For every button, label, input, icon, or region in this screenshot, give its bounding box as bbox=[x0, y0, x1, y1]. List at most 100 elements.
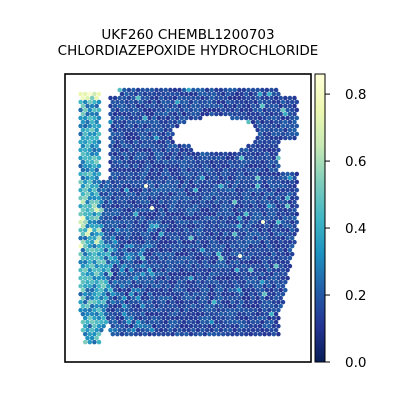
spot bbox=[241, 327, 247, 333]
spot bbox=[122, 231, 127, 237]
spot bbox=[145, 87, 150, 93]
spot bbox=[246, 119, 251, 125]
spot bbox=[82, 163, 88, 169]
spot bbox=[209, 255, 214, 261]
spot bbox=[223, 223, 228, 229]
spot bbox=[230, 171, 235, 177]
spot bbox=[181, 327, 187, 333]
spot bbox=[186, 159, 191, 165]
spot bbox=[294, 171, 300, 177]
spot bbox=[202, 203, 208, 209]
spot bbox=[165, 331, 171, 337]
spot bbox=[227, 279, 233, 285]
spot bbox=[179, 331, 185, 337]
spot bbox=[163, 231, 168, 237]
spot bbox=[218, 279, 224, 285]
spot bbox=[241, 239, 247, 245]
spot bbox=[271, 203, 277, 209]
spot bbox=[243, 195, 249, 201]
spot bbox=[142, 195, 148, 201]
spot bbox=[115, 179, 120, 185]
spot bbox=[204, 255, 210, 261]
spot bbox=[246, 95, 251, 101]
spot bbox=[227, 287, 233, 293]
spot bbox=[99, 223, 104, 229]
spot bbox=[207, 99, 212, 105]
spot bbox=[103, 263, 109, 269]
spot bbox=[151, 155, 157, 161]
spot bbox=[156, 211, 162, 217]
spot bbox=[80, 207, 86, 213]
spot bbox=[230, 291, 235, 297]
spot bbox=[110, 139, 116, 145]
spot bbox=[78, 115, 83, 121]
spot bbox=[193, 251, 198, 257]
spot bbox=[147, 115, 152, 121]
spot bbox=[96, 107, 102, 113]
spot bbox=[225, 187, 231, 193]
spot bbox=[248, 291, 254, 297]
spot bbox=[255, 287, 260, 293]
spot bbox=[147, 155, 152, 161]
spot bbox=[257, 291, 263, 297]
spot bbox=[108, 327, 113, 333]
spot bbox=[269, 271, 274, 277]
spot bbox=[294, 107, 300, 113]
spot bbox=[165, 163, 171, 169]
spot bbox=[278, 119, 283, 125]
spot bbox=[105, 187, 111, 193]
spot bbox=[138, 323, 143, 329]
spot bbox=[94, 143, 99, 149]
spot bbox=[237, 95, 242, 101]
spot bbox=[223, 159, 228, 165]
spot bbox=[112, 135, 118, 141]
spot bbox=[269, 279, 274, 285]
spot bbox=[211, 235, 217, 241]
spot bbox=[128, 187, 134, 193]
spot bbox=[110, 99, 116, 105]
spot bbox=[246, 199, 251, 205]
spot bbox=[273, 95, 279, 101]
spot bbox=[184, 227, 189, 233]
spot bbox=[158, 151, 164, 157]
spot bbox=[262, 291, 267, 297]
spot bbox=[200, 175, 205, 181]
spot bbox=[248, 195, 254, 201]
spot bbox=[170, 227, 175, 233]
spot bbox=[230, 163, 235, 169]
spot bbox=[184, 107, 189, 113]
spot bbox=[168, 231, 173, 237]
spot bbox=[243, 115, 249, 121]
spot bbox=[241, 223, 247, 229]
spot bbox=[117, 151, 122, 157]
spot bbox=[250, 167, 256, 173]
spot bbox=[204, 103, 210, 109]
spot bbox=[223, 303, 228, 309]
spot bbox=[253, 203, 258, 209]
spot bbox=[220, 91, 226, 97]
spot bbox=[87, 251, 93, 257]
spot bbox=[184, 155, 189, 161]
spot bbox=[138, 123, 143, 129]
spot bbox=[142, 171, 148, 177]
spot bbox=[149, 311, 155, 317]
spot bbox=[165, 171, 171, 177]
spot bbox=[271, 235, 277, 241]
spot bbox=[239, 91, 244, 97]
spot bbox=[168, 263, 173, 269]
spot bbox=[80, 191, 86, 197]
spot bbox=[181, 199, 187, 205]
spot bbox=[165, 235, 171, 241]
spot bbox=[260, 167, 265, 173]
spot bbox=[216, 299, 221, 305]
spot bbox=[131, 223, 136, 229]
spot bbox=[260, 239, 265, 245]
spot bbox=[87, 315, 93, 321]
spot bbox=[142, 115, 148, 121]
spot bbox=[250, 103, 256, 109]
spot bbox=[227, 271, 233, 277]
spot bbox=[262, 251, 267, 257]
spot bbox=[94, 295, 99, 301]
spot bbox=[135, 231, 141, 237]
spot bbox=[82, 331, 88, 337]
